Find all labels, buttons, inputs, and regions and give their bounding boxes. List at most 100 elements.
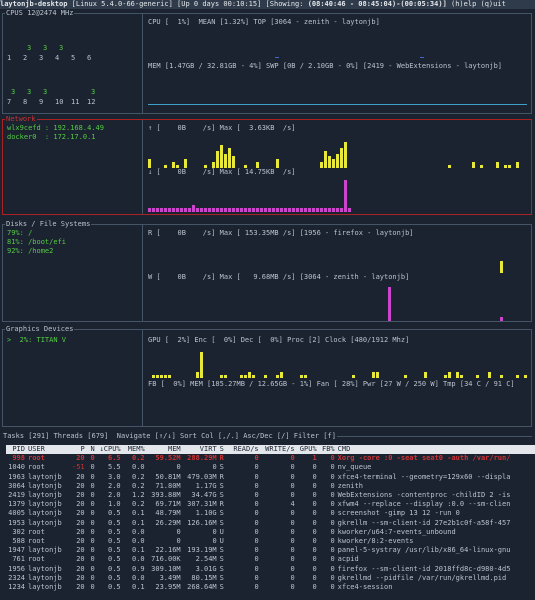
process-cell: 1.2 [132, 491, 145, 500]
sparkline-bar [276, 375, 279, 378]
process-cell: 23.95M [155, 582, 181, 591]
sparkline-bar [288, 208, 291, 212]
column-header[interactable]: S [219, 445, 230, 455]
process-row[interactable]: 1953 laytonjb 20 0 0.5 0.1 26.29M 126.16M S 0 0 0 0 g… [6, 519, 535, 528]
process-row[interactable]: 2324 laytonjb 20 0 0.5 0.0 3.49M 80.15M S 0 0 0 0 gkr… [6, 574, 535, 583]
process-cell: 4005 [8, 509, 25, 518]
process-cell: 3.49M [159, 573, 181, 582]
network-interface-list: wlx9cefd : 192.168.4.49 docker0 : 172.17… [3, 120, 143, 214]
process-cell: laytonjb [28, 491, 62, 500]
column-header[interactable]: PID [6, 445, 28, 455]
process-cell: root [28, 463, 45, 472]
process-cell: 0 [254, 518, 259, 527]
process-cell: 0.1 [132, 582, 145, 591]
disk-read-line: R [ 0B /s] Max [ 153.35MB /s] [1956 - fi… [148, 229, 414, 237]
column-header[interactable]: MEM% [123, 445, 148, 455]
sparkline-bar [508, 165, 511, 168]
process-cell: 0 [90, 454, 95, 463]
process-cell: 0 [254, 546, 259, 555]
cpu-core-usage: 3 [59, 44, 64, 52]
cpu-core-label: 8 [23, 98, 28, 106]
sparkline-bar [244, 375, 247, 378]
process-row[interactable]: 3064 laytonjb 20 0 2.0 0.2 71.80M 1.17G S 0 0 0 0 zen… [6, 482, 535, 491]
process-cell: 0 [290, 472, 295, 481]
process-cell: 0 [254, 509, 259, 518]
process-row[interactable]: 998 root 20 0 6.5 0.2 59.52M 288.29M R 0 0 1 0 Xorg -… [6, 454, 535, 463]
process-cell: 0.5 [108, 518, 121, 527]
process-cell: 0 [176, 527, 181, 536]
column-header[interactable]: P [72, 445, 88, 455]
network-pane[interactable]: Network wlx9cefd : 192.168.4.49 docker0 … [2, 115, 532, 215]
process-cell: 0 [290, 536, 295, 545]
process-cell: 302 [12, 527, 25, 536]
sparkline-bar [504, 165, 507, 168]
tasks-pane[interactable]: Tasks [291] Threads [679] Navigate [↑/↓]… [2, 432, 535, 598]
column-header[interactable]: FB% [319, 445, 338, 455]
process-table[interactable]: PID USER P N ↓CPU% MEM% MEM VIRT S READ/s WRITE/s G… [6, 445, 535, 592]
process-cell: 0 [254, 564, 259, 573]
process-row[interactable]: 1963 laytonjb 20 0 3.0 0.2 50.81M 479.03M R 0 0 0 0 x… [6, 473, 535, 482]
column-header[interactable]: USER [28, 445, 72, 455]
sparkline-bar [168, 375, 171, 378]
sparkline-bar [224, 154, 227, 168]
process-row[interactable]: 302 root 20 0 0.5 0.0 0 0 U 0 0 0 0 kworker/u64:7-eve… [6, 528, 535, 537]
process-cell: 0 [176, 463, 181, 472]
process-cell: 0 [312, 582, 317, 591]
process-row[interactable]: 761 root 20 0 0.5 0.0 716.00K 2.54M S 0 0 0 0 acpid [6, 555, 535, 564]
sparkline-bar [244, 208, 247, 212]
process-cell: R [219, 500, 224, 509]
process-row[interactable]: 588 root 20 0 0.5 0.0 0 0 U 0 0 0 0 kworker/8:2-event… [6, 537, 535, 546]
sparkline-bar [460, 375, 463, 378]
cpu-core-usage: 3 [43, 44, 48, 52]
column-header[interactable]: CMD [337, 445, 535, 455]
process-cell: zenith [337, 481, 363, 490]
process-row[interactable]: 1040 root -51 0 5.5 0.0 0 0 S 0 0 0 0 nv_queue [6, 463, 535, 472]
column-header[interactable]: WRITE/s [261, 445, 298, 455]
column-header[interactable]: MEM [147, 445, 184, 455]
process-cell: 2419 [8, 491, 25, 500]
sparkline-bar [216, 208, 219, 212]
column-header[interactable]: ↓CPU% [97, 445, 124, 455]
process-cell: 0 [254, 555, 259, 564]
sparkline-bar [196, 208, 199, 212]
cpu-pane[interactable]: CPUS 12@2474 MHz 1 3 2 3 3 3 4 5 6 3 7 3 8 3 9 10 11 3 12 … [2, 9, 532, 114]
sparkline-bar [200, 352, 203, 378]
process-cell: S [219, 564, 224, 573]
sparkline-bar [256, 208, 259, 212]
process-cell: 20 [76, 527, 85, 536]
sparkline-bar [328, 156, 331, 168]
sparkline-bar [336, 154, 339, 168]
sparkline-bar [296, 208, 299, 212]
process-cell: 0 [330, 463, 335, 472]
process-cell: 0 [330, 527, 335, 536]
process-row[interactable]: 1379 laytonjb 20 0 1.0 0.2 69.71M 307.31M R 0 4 0 0 x… [6, 500, 535, 509]
process-row[interactable]: 1234 laytonjb 20 0 0.5 0.1 23.95M 268.64M S 0 0 0 0 x… [6, 583, 535, 592]
sparkline-bar [244, 165, 247, 168]
process-cell: 20 [76, 555, 85, 564]
process-row[interactable]: 2419 laytonjb 20 0 2.0 1.2 393.88M 34.47G S 0 0 0 0 W… [6, 491, 535, 500]
help-quit-hint[interactable]: (h)elp (q)uit [451, 0, 506, 8]
time-range: (08:40:46 - 08:45:04)-(00:05:34)] [307, 0, 447, 8]
column-header[interactable]: VIRT [183, 445, 220, 455]
column-header[interactable]: GPU% [297, 445, 320, 455]
process-row[interactable]: 1947 laytonjb 20 0 0.5 0.1 22.16M 193.19M S 0 0 0 0 p… [6, 546, 535, 555]
column-header[interactable]: N [87, 445, 98, 455]
process-cell: 20 [76, 481, 85, 490]
process-cell: 0 [212, 527, 217, 536]
gpu-device-item[interactable]: > 2%: TITAN V [7, 336, 67, 344]
process-row[interactable]: 4005 laytonjb 20 0 0.5 0.1 48.79M 1.10G S 0 0 0 0 scr… [6, 509, 535, 518]
disks-pane[interactable]: Disks / File Systems 79%: / 81%: /boot/e… [2, 220, 532, 322]
sparkline-bar [216, 151, 219, 168]
sparkline-bar [164, 375, 167, 378]
process-cell: 0 [254, 491, 259, 500]
column-header[interactable]: READ/s [229, 445, 262, 455]
sparkline-bar [212, 162, 215, 168]
sparkline-bar [340, 148, 343, 168]
gpu-pane[interactable]: Graphics Devices > 2%: TITAN V GPU [ 2%]… [2, 325, 532, 427]
process-row[interactable]: 1956 laytonjb 20 0 0.5 0.9 309.10M 3.01G S 0 0 0 0 fi… [6, 564, 535, 573]
process-cell: 0 [290, 555, 295, 564]
process-cell: S [219, 518, 224, 527]
process-cell: 288.29M [187, 454, 217, 463]
cpu-pane-title: CPUS 12@2474 MHz [5, 9, 75, 18]
hostname: laytonjb-desktop [0, 0, 68, 8]
